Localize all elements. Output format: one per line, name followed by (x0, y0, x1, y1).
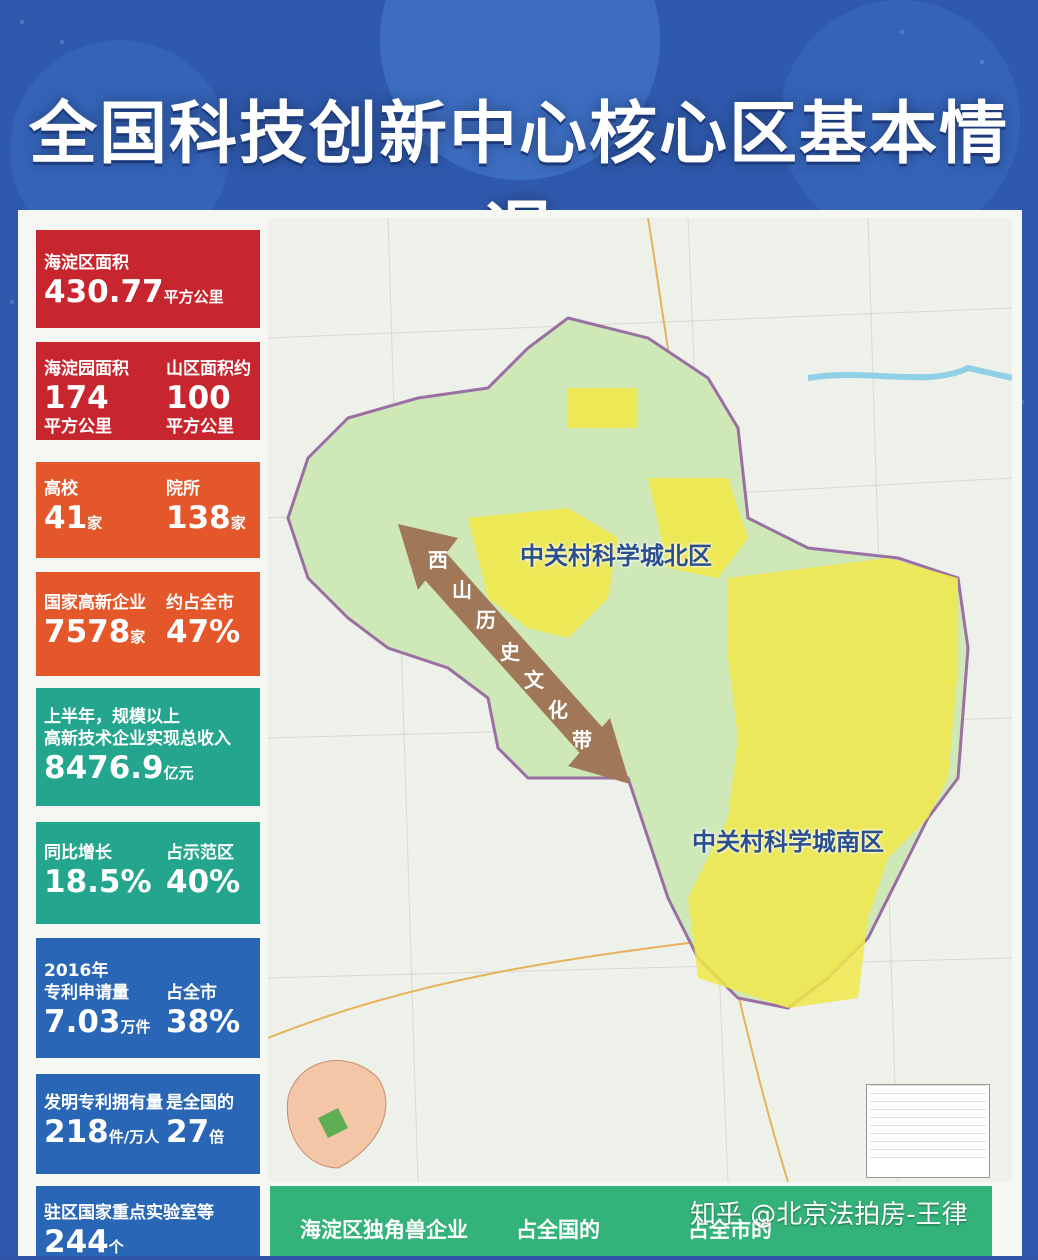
stat-unit: 个 (108, 1238, 124, 1256)
stat-value: 8476.9 (44, 750, 164, 786)
stat-unit: 平方公里 (44, 417, 112, 437)
stat-label: 高新技术企业实现总收入 (44, 729, 231, 749)
north-zone-area-2 (648, 478, 748, 578)
south-zone-area (688, 558, 958, 1008)
stat-value: 7578 (44, 614, 131, 650)
stat-label: 山区面积约 (166, 359, 251, 379)
corridor-char: 历 (476, 608, 496, 632)
corridor-char: 史 (500, 640, 520, 664)
west-hills-corridor-arrow (398, 524, 630, 784)
corridor-char: 山 (452, 578, 472, 602)
stat-label: 国家高新企业 (44, 593, 146, 613)
stat-card-growth: 同比增长 18.5% 占示范区 40% (36, 822, 260, 924)
stat-label: 同比增长 (44, 843, 112, 863)
stat-unit: 家 (130, 628, 146, 646)
stat-value: 244 (44, 1224, 109, 1260)
stat-card-invention-patents: 发明专利拥有量 218件/万人 是全国的 27倍 (36, 1074, 260, 1174)
stat-card-hightech-enterprises: 国家高新企业 7578家 约占全市 47% (36, 572, 260, 676)
stat-label: 院所 (166, 479, 200, 499)
stat-unit: 平方公里 (166, 417, 234, 437)
stat-value: 174 (44, 380, 109, 416)
stat-label: 上半年，规模以上 (44, 707, 180, 727)
stat-label: 高校 (44, 479, 78, 499)
stat-label: 是全国的 (166, 1093, 234, 1113)
stat-card-district-area: 海淀区面积 430.77平方公里 (36, 230, 260, 328)
stat-value: 40% (166, 864, 241, 900)
stat-card-park-area: 海淀园面积 174 平方公里 山区面积约 100 平方公里 (36, 342, 260, 440)
stat-value: 18.5% (44, 864, 152, 900)
stat-value: 47% (166, 614, 241, 650)
south-zone-label: 中关村科学城南区 (692, 828, 884, 856)
map-legend (866, 1084, 990, 1178)
stat-label: 专利申请量 (44, 983, 129, 1003)
stat-value: 7.03 (44, 1004, 121, 1040)
north-zone-area-3 (568, 388, 638, 428)
stat-year: 2016年 (44, 961, 109, 981)
stat-unit: 件/万人 (108, 1128, 160, 1146)
stat-unit: 家 (87, 514, 103, 532)
stat-unit: 家 (230, 514, 246, 532)
stat-label: 占全市 (166, 983, 217, 1003)
stat-label: 占示范区 (166, 843, 234, 863)
stat-label: 驻区国家重点实验室等 (44, 1203, 214, 1223)
river (807, 364, 1012, 381)
stat-card-universities: 高校 41家 院所 138家 (36, 462, 260, 558)
corridor-char: 西 (428, 548, 448, 572)
stat-label: 约占全市 (166, 593, 234, 613)
stat-label: 海淀区面积 (44, 253, 129, 273)
stat-value: 138 (166, 500, 231, 536)
stat-value: 41 (44, 500, 88, 536)
north-zone-area (468, 508, 618, 638)
stat-card-patents: 2016年 专利申请量 7.03万件 占全市 38% (36, 938, 260, 1058)
stat-label: 海淀区独角兽企业 (300, 1218, 468, 1242)
north-zone-label: 中关村科学城北区 (520, 542, 712, 570)
stat-unit: 平方公里 (163, 288, 224, 306)
corridor-char: 文 (524, 668, 544, 692)
stat-unit: 万件 (120, 1018, 151, 1036)
stat-unit: 倍 (209, 1128, 225, 1146)
stat-value: 218 (44, 1114, 109, 1150)
beijing-inset-map (286, 1060, 387, 1169)
watermark: 知乎 @北京法拍房-王律 (690, 1200, 968, 1230)
stat-card-revenue: 上半年，规模以上 高新技术企业实现总收入 8476.9亿元 (36, 688, 260, 806)
corridor-char: 化 (548, 698, 568, 722)
stat-card-labs: 驻区国家重点实验室等 244个 (36, 1186, 260, 1260)
stat-label: 海淀园面积 (44, 359, 129, 379)
stat-value: 27 (166, 1114, 210, 1150)
stat-label: 占全市的 (688, 1218, 772, 1242)
stat-label: 占全国的 (516, 1218, 600, 1242)
stat-value: 430.77 (44, 274, 164, 310)
corridor-char: 带 (572, 728, 592, 752)
stat-value: 38% (166, 1004, 241, 1040)
stat-unit: 亿元 (163, 764, 194, 782)
district-map (268, 218, 1012, 1182)
stat-value: 100 (166, 380, 231, 416)
stat-label: 发明专利拥有量 (44, 1093, 163, 1113)
unicorn-stat-card: 海淀区独角兽企业 占全国的 占全市的 (270, 1186, 992, 1256)
